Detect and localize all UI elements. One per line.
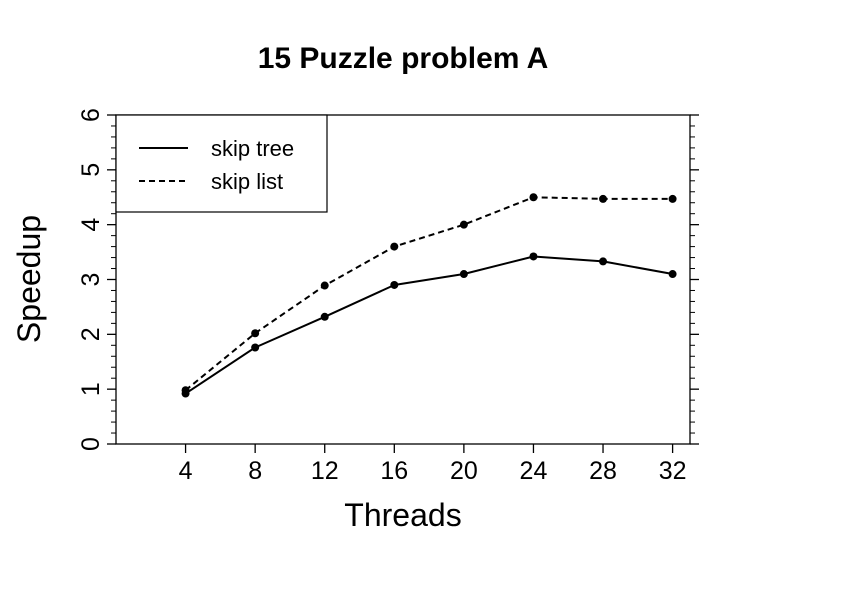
y-tick-label: 5 bbox=[77, 163, 105, 177]
data-point-skip-list bbox=[181, 386, 190, 395]
data-point-skip-tree bbox=[599, 257, 608, 266]
y-tick-label: 0 bbox=[77, 437, 105, 451]
y-tick-label: 4 bbox=[77, 218, 105, 232]
legend-box bbox=[115, 114, 328, 213]
x-tick-label: 20 bbox=[450, 457, 478, 485]
data-point-skip-tree bbox=[251, 343, 260, 352]
legend: skip tree skip list bbox=[115, 114, 328, 213]
y-axis-ticks: 0 1 2 3 4 5 6 bbox=[77, 108, 699, 451]
data-point-skip-tree bbox=[320, 312, 329, 321]
x-axis-label: Threads bbox=[344, 497, 461, 533]
data-point-skip-list bbox=[251, 329, 260, 338]
data-point-skip-list bbox=[529, 193, 538, 202]
series-points bbox=[181, 193, 677, 398]
y-tick-label: 1 bbox=[77, 382, 105, 396]
data-point-skip-list bbox=[320, 281, 329, 290]
x-tick-label: 4 bbox=[179, 457, 193, 485]
data-point-skip-tree bbox=[529, 252, 538, 261]
series-line-skip-list bbox=[184, 196, 673, 392]
x-tick-label: 12 bbox=[311, 457, 339, 485]
data-point-skip-list bbox=[390, 242, 399, 251]
data-point-skip-tree bbox=[459, 270, 468, 279]
series-line-skip-tree bbox=[185, 255, 673, 395]
x-tick-label: 16 bbox=[380, 457, 408, 485]
y-minor-ticks bbox=[111, 125, 695, 434]
x-tick-label: 24 bbox=[520, 457, 548, 485]
x-tick-label: 8 bbox=[248, 457, 262, 485]
data-point-skip-list bbox=[459, 220, 468, 229]
y-tick-label: 3 bbox=[77, 273, 105, 287]
x-tick-label: 28 bbox=[589, 457, 617, 485]
y-tick-label: 6 bbox=[77, 108, 105, 122]
data-point-skip-tree bbox=[390, 280, 399, 289]
legend-label-skip-tree: skip tree bbox=[211, 136, 294, 161]
legend-label-skip-list: skip list bbox=[211, 169, 283, 194]
series-lines bbox=[184, 196, 673, 395]
y-tick-label: 2 bbox=[77, 327, 105, 341]
data-point-skip-list bbox=[599, 194, 608, 203]
data-point-skip-list bbox=[668, 194, 677, 203]
y-axis-label: Speedup bbox=[11, 215, 47, 343]
chart-title: 15 Puzzle problem A bbox=[258, 42, 549, 75]
x-tick-label: 32 bbox=[659, 457, 687, 485]
x-axis-ticks: 4 8 12 16 20 24 28 32 bbox=[179, 444, 687, 485]
data-point-skip-tree bbox=[668, 270, 677, 279]
